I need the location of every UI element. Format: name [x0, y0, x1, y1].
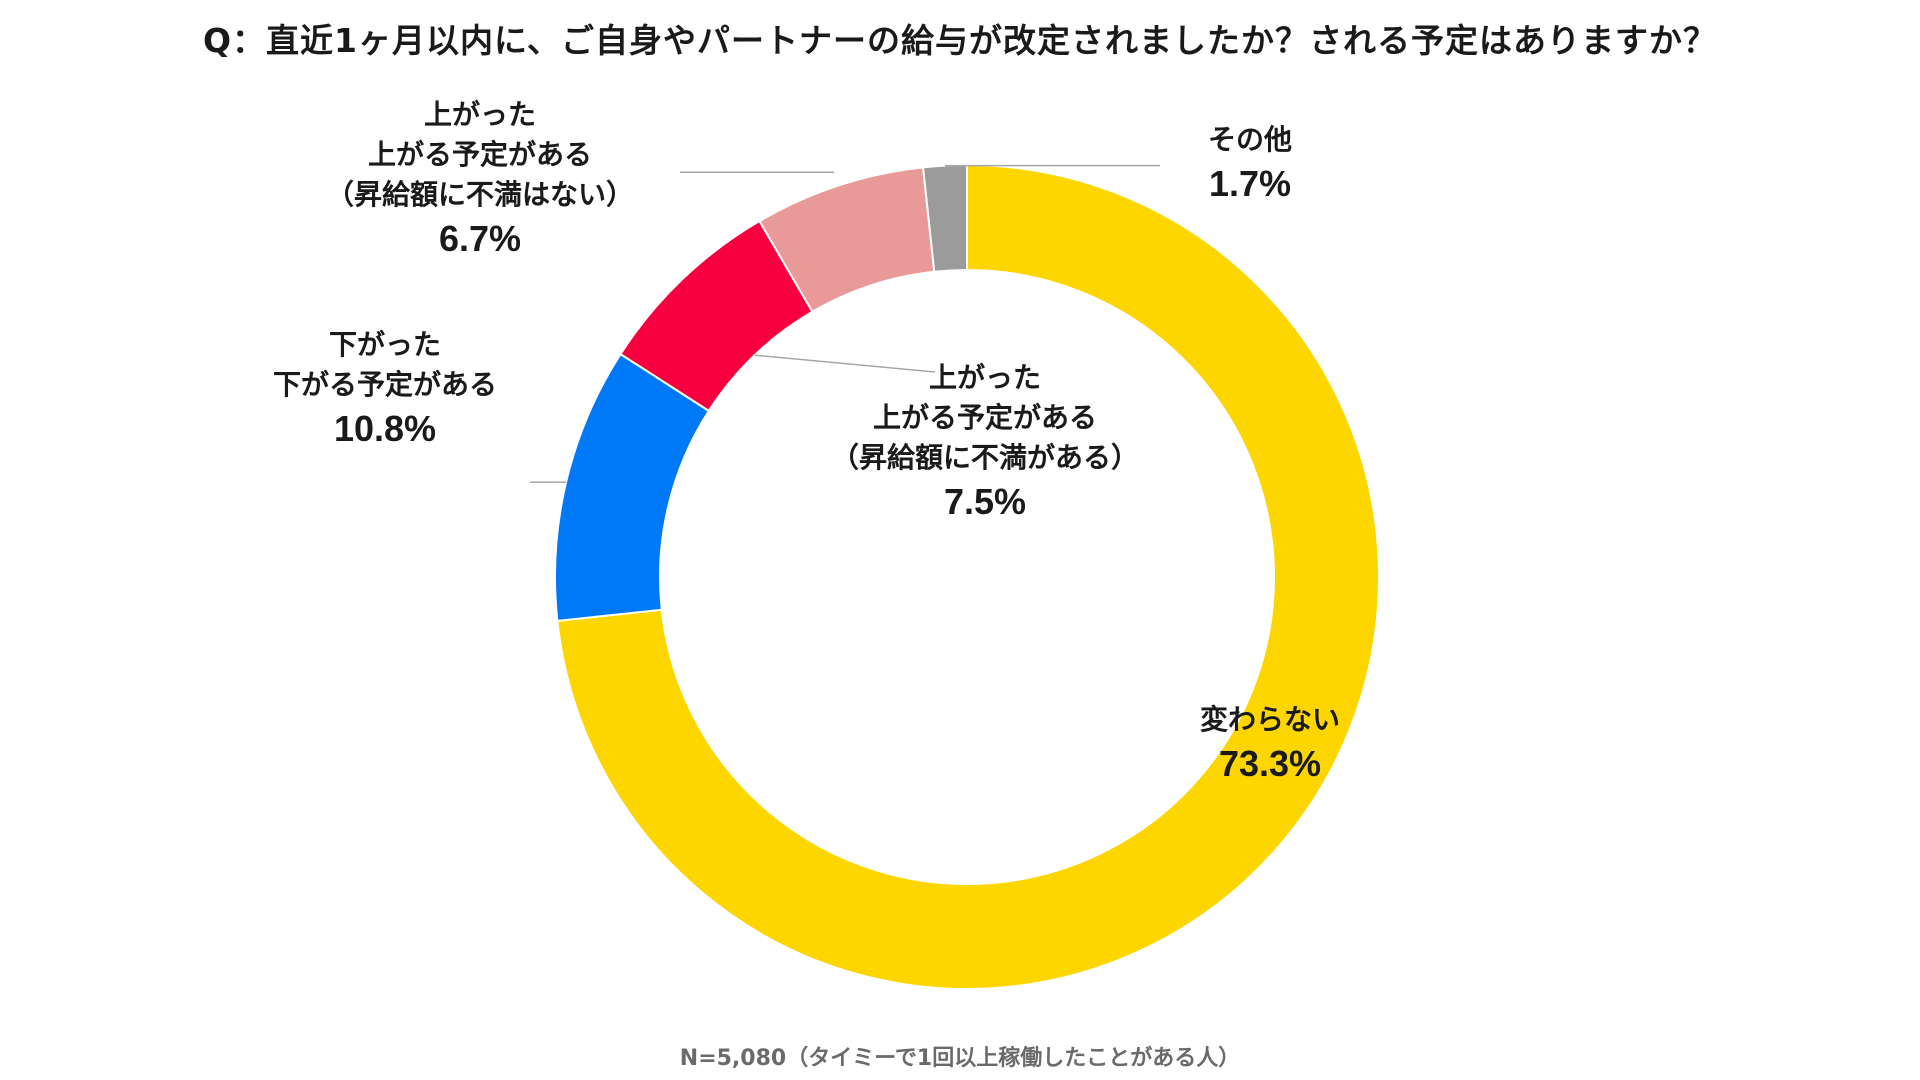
slice-label-increased-dissatisfied: 上がった 上がる予定がある （昇給額に不満がある） 7.5%	[830, 358, 1140, 526]
slice-label-other: その他 1.7%	[1180, 120, 1320, 208]
slice-label-decreased: 下がった 下がる予定がある 10.8%	[250, 325, 520, 453]
slice-label-unchanged: 変わらない 73.3%	[1190, 700, 1350, 788]
slice-label-decreased-line2: 下がる予定がある	[272, 368, 497, 401]
slice-label-increased-dissatisfied-line2: 上がる予定がある	[872, 401, 1097, 434]
slice-label-increased-dissatisfied-value: 7.5%	[943, 481, 1027, 522]
leader-lines	[530, 164, 1160, 483]
slice-label-other-text: その他	[1207, 123, 1292, 156]
chart-title: Q：直近1ヶ月以内に、ご自身やパートナーの給与が改定されましたか？される予定はあ…	[202, 21, 1718, 60]
slice-other	[921, 163, 968, 273]
slice-label-increased-dissatisfied-line3: （昇給額に不満がある）	[830, 441, 1139, 474]
slice-label-decreased-line1: 下がった	[328, 328, 441, 361]
slice-label-increased-satisfied-line2: 上がる予定がある	[367, 138, 592, 171]
slice-label-increased-satisfied-value: 6.7%	[438, 218, 522, 259]
slice-label-decreased-value: 10.8%	[333, 408, 437, 449]
leader-line-increased-dissatisfied	[754, 354, 936, 373]
slice-label-increased-satisfied: 上がった 上がる予定がある （昇給額に不満はない） 6.7%	[320, 95, 640, 263]
slice-unchanged	[556, 163, 1380, 990]
donut-slices	[554, 163, 1380, 990]
slice-label-increased-dissatisfied-line1: 上がった	[928, 361, 1041, 394]
slice-label-other-value: 1.7%	[1208, 163, 1292, 204]
slice-label-increased-satisfied-line3: （昇給額に不満はない）	[325, 178, 634, 211]
slice-label-unchanged-text: 変わらない	[1199, 703, 1340, 736]
slice-label-unchanged-value: 73.3%	[1218, 743, 1322, 784]
slice-label-increased-satisfied-line1: 上がった	[423, 98, 536, 131]
sample-size-note: N=5,080（タイミーで1回以上稼働したことがある人）	[679, 1046, 1241, 1071]
